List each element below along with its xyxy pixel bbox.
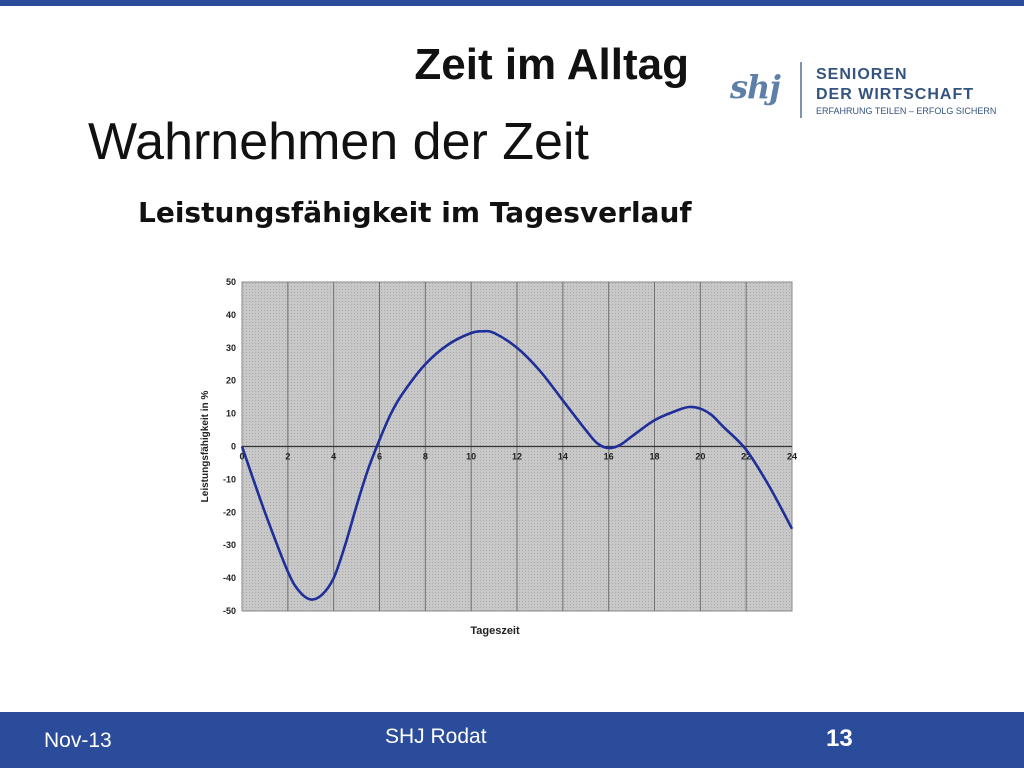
y-tick-label: -30 [223, 540, 236, 550]
x-tick-label: 22 [741, 452, 751, 462]
chart-heading: Leistungsfähigkeit im Tagesverlauf [138, 196, 692, 229]
y-tick-label: 30 [226, 343, 236, 353]
x-tick-label: 14 [558, 452, 568, 462]
footer-date: Nov-13 [44, 729, 112, 752]
y-tick-label: 0 [231, 442, 236, 452]
y-tick-label: -10 [223, 474, 236, 484]
y-tick-label: 40 [226, 310, 236, 320]
y-tick-label: 50 [226, 277, 236, 287]
x-tick-label: 6 [377, 452, 382, 462]
x-tick-label: 4 [331, 452, 336, 462]
performance-curve [240, 329, 794, 601]
logo-text-line1: SENIOREN [816, 66, 908, 83]
page-number: 13 [826, 725, 853, 752]
x-tick-label: 24 [787, 452, 797, 462]
x-axis-title: Tageszeit [470, 625, 520, 637]
x-tick-label: 20 [695, 452, 705, 462]
x-tick-label: 12 [512, 452, 522, 462]
logo-text-line2: DER WIRTSCHAFT [816, 86, 974, 103]
y-tick-label: 10 [226, 409, 236, 419]
y-axis-title: Leistungsfähigkeit in % [200, 391, 211, 503]
x-tick-label: 0 [239, 452, 244, 462]
page-title: Wahrnehmen der Zeit [88, 113, 589, 171]
y-tick-label: -20 [223, 507, 236, 517]
x-tick-label: 2 [285, 452, 290, 462]
x-tick-label: 8 [423, 452, 428, 462]
footer-author: SHJ Rodat [385, 725, 487, 748]
y-tick-label: -50 [223, 606, 236, 616]
top-accent-rule [0, 0, 1024, 6]
logo-mark: shj [730, 68, 781, 106]
x-tick-label: 16 [604, 452, 614, 462]
organization-logo: shj SENIOREN DER WIRTSCHAFT ERFAHRUNG TE… [730, 62, 996, 126]
y-tick-label: -40 [223, 573, 236, 583]
logo-divider [800, 62, 802, 118]
x-tick-label: 18 [649, 452, 659, 462]
section-title: Zeit im Alltag [414, 40, 689, 89]
logo-tagline: ERFAHRUNG TEILEN – ERFOLG SICHERN [816, 106, 997, 116]
x-tick-label: 10 [466, 452, 476, 462]
y-tick-label: 20 [226, 376, 236, 386]
footer-bar: Nov-13 SHJ Rodat 13 [0, 712, 1024, 768]
